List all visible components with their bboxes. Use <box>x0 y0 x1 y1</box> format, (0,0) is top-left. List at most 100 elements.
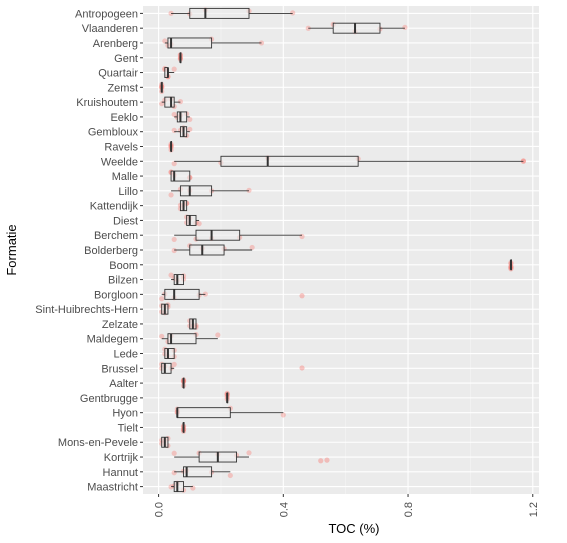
outlier-point <box>324 457 330 463</box>
box-iqr <box>164 348 175 359</box>
box-gembloux <box>174 126 190 138</box>
outlier-point <box>299 365 305 371</box>
box-iqr <box>173 481 184 493</box>
jitter-point <box>215 332 221 338</box>
box-iqr <box>186 214 197 226</box>
box-bilzen <box>171 274 184 286</box>
y-tick-label: Boom <box>109 260 138 272</box>
y-tick-label: Zemst <box>107 82 138 94</box>
y-tick-label: Vlaanderen <box>82 23 138 35</box>
x-tick-label: 0.4 <box>278 502 290 517</box>
box-hyon <box>176 407 284 419</box>
box-iqr <box>170 170 191 182</box>
jitter-point <box>168 272 174 278</box>
y-tick-label: Maldegem <box>87 334 138 346</box>
box-kortrijk <box>174 451 250 463</box>
y-tick-label: Brussel <box>101 363 138 375</box>
jitter-point <box>280 412 286 418</box>
box-iqr <box>161 362 172 374</box>
y-tick-label: Mons-en-Pevele <box>58 437 138 449</box>
box-iqr <box>189 7 250 19</box>
box-sint-huibrechts-hern <box>161 303 169 315</box>
y-axis-title: Formatie <box>4 224 19 275</box>
box-iqr <box>167 37 213 49</box>
box-weelde <box>174 155 524 167</box>
box-mons-en-pevele <box>161 436 169 448</box>
y-tick-label: Diest <box>113 215 138 227</box>
jitter-point <box>171 127 177 133</box>
y-tick-label: Malle <box>112 171 138 183</box>
y-tick-label: Tielt <box>118 422 138 434</box>
jitter-point <box>171 236 177 243</box>
y-tick-label: Antropogeen <box>75 8 138 20</box>
jitter-point <box>171 450 177 456</box>
jitter-point <box>402 24 408 30</box>
box-layer <box>160 7 524 493</box>
jitter-point <box>187 116 193 122</box>
y-tick-label: Borgloon <box>94 289 138 301</box>
outlier-point <box>318 458 324 464</box>
box-eeklo <box>174 111 190 123</box>
box-gent <box>179 52 182 64</box>
y-tick-label: Aalter <box>109 378 138 390</box>
x-axis-title: TOC (%) <box>328 521 379 536</box>
box-iqr <box>164 288 200 300</box>
box-iqr <box>189 244 225 256</box>
outlier-point <box>299 293 305 299</box>
box-iqr <box>176 407 231 419</box>
jitter-point <box>249 244 255 251</box>
y-tick-label: Sint-Huibrechts-Hern <box>35 304 138 316</box>
box-iqr <box>195 229 241 241</box>
jitter-point <box>168 192 174 198</box>
x-tick-labels: 0.0 0.4 0.8 1.2 <box>154 494 540 517</box>
jitter-point <box>171 247 177 254</box>
box-kruishoutem <box>161 96 181 108</box>
box-maastricht <box>171 481 193 493</box>
y-tick-label: Bolderberg <box>84 245 138 257</box>
box-zemst <box>160 81 163 93</box>
box-antropogeen <box>171 7 293 19</box>
box-hannut <box>174 466 231 478</box>
jitter-point <box>159 296 165 302</box>
y-tick-label: Eeklo <box>110 112 138 124</box>
y-tick-label: Weelde <box>101 156 138 168</box>
jitter-point <box>246 450 252 456</box>
box-quartair <box>164 67 175 78</box>
y-tick-label: Gent <box>114 53 138 65</box>
box-iqr <box>167 333 197 345</box>
jitter-point <box>171 111 177 118</box>
box-vlaanderen <box>308 22 405 34</box>
jitter-point <box>187 126 193 132</box>
box-iqr <box>164 96 175 108</box>
y-tick-label: Kruishoutem <box>76 97 138 109</box>
jitter-point <box>162 38 168 44</box>
grid-lines <box>143 6 539 494</box>
box-tielt <box>182 422 185 433</box>
x-tick-label: 0.0 <box>154 502 166 517</box>
y-tick-label: Berchem <box>94 230 138 242</box>
box-borgloon <box>161 288 206 300</box>
box-boom <box>509 259 512 271</box>
jitter-point <box>171 470 177 476</box>
box-iqr <box>173 274 184 286</box>
y-tick-label: Kattendijk <box>90 201 139 213</box>
box-iqr <box>220 155 359 167</box>
jitter-point <box>299 233 305 240</box>
box-malle <box>170 170 191 182</box>
y-tick-label: Quartair <box>98 68 138 80</box>
box-ravels <box>170 141 173 152</box>
x-tick-label: 0.8 <box>403 502 415 517</box>
box-gentbrugge <box>226 392 229 404</box>
box-iqr <box>183 466 213 478</box>
y-tick-label: Ravels <box>104 141 138 153</box>
y-tick-labels: Antropogeen Vlaanderen Arenberg Gent Quartai… <box>35 8 143 494</box>
box-lillo <box>171 185 250 197</box>
y-tick-label: Hyon <box>112 408 138 420</box>
box-zelzate <box>189 318 197 330</box>
y-tick-label: Hannut <box>103 467 138 479</box>
jitter-point <box>159 333 165 339</box>
y-tick-label: Zelzate <box>102 319 138 331</box>
box-brussel <box>161 362 175 374</box>
box-aalter <box>182 377 185 389</box>
box-lede <box>164 348 175 359</box>
